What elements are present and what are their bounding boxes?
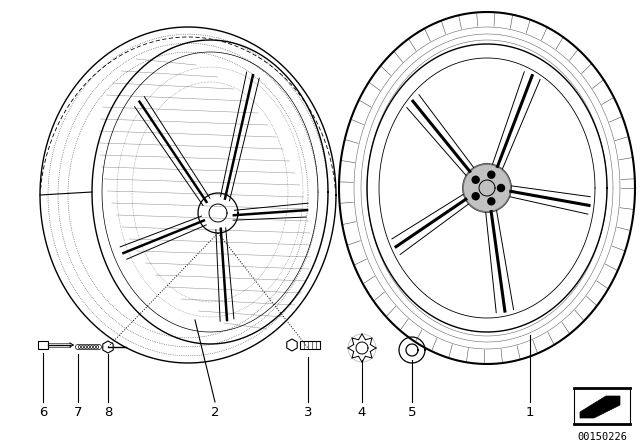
- Circle shape: [488, 171, 495, 178]
- Text: 00150226: 00150226: [577, 432, 627, 442]
- Polygon shape: [580, 396, 620, 418]
- Text: 7: 7: [74, 406, 83, 419]
- Bar: [300, 341, 320, 349]
- Bar: [38, 341, 48, 349]
- Text: 5: 5: [408, 406, 416, 419]
- Text: 8: 8: [104, 406, 112, 419]
- Polygon shape: [463, 164, 511, 212]
- Circle shape: [497, 185, 504, 191]
- Circle shape: [472, 193, 479, 200]
- Circle shape: [488, 198, 495, 205]
- Text: 3: 3: [304, 406, 312, 419]
- Text: 1: 1: [525, 406, 534, 419]
- Text: 6: 6: [39, 406, 47, 419]
- Text: 2: 2: [211, 406, 220, 419]
- Text: 4: 4: [358, 406, 366, 419]
- Circle shape: [472, 176, 479, 183]
